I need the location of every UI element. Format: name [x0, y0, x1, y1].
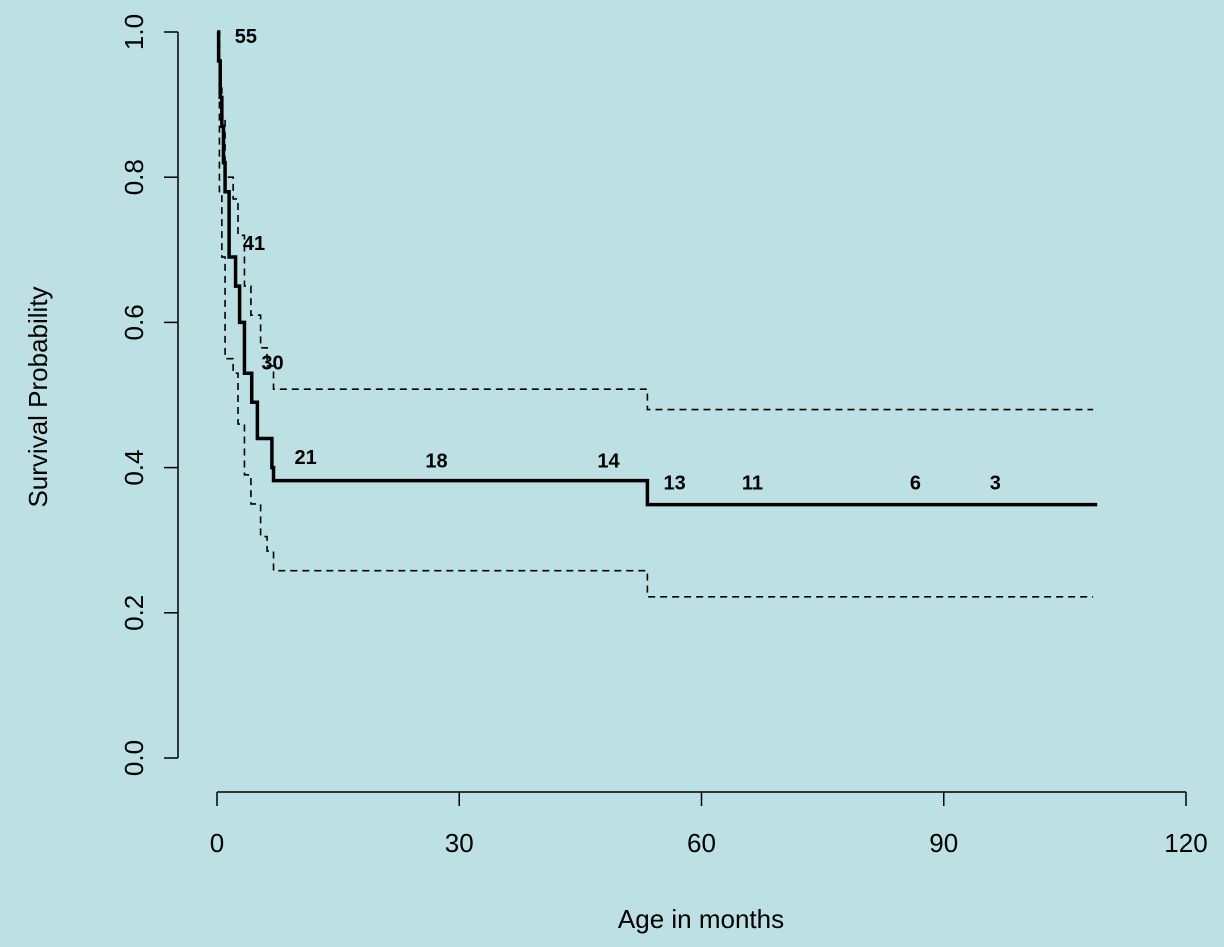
y-tick-label: 0.4 — [119, 450, 149, 486]
at-risk-label: 11 — [742, 472, 763, 494]
x-tick-label: 30 — [445, 828, 474, 858]
x-tick-label: 90 — [929, 828, 958, 858]
y-tick-label: 1.0 — [119, 14, 149, 50]
lower-ci-curve — [217, 31, 1094, 598]
survival-curve — [216, 30, 1098, 507]
at-risk-label: 14 — [597, 451, 620, 473]
upper-ci-curve — [217, 31, 1094, 411]
y-tick-label: 0.8 — [119, 159, 149, 195]
at-risk-label: 6 — [910, 472, 921, 494]
y-tick-label: 0.6 — [119, 304, 149, 340]
at-risk-label: 30 — [261, 353, 283, 375]
x-axis-title: Age in months — [618, 904, 784, 934]
y-tick-label: 0.0 — [119, 740, 149, 776]
x-tick-label: 0 — [210, 828, 224, 858]
at-risk-label: 41 — [243, 233, 265, 255]
x-tick-label: 60 — [687, 828, 716, 858]
at-risk-label: 55 — [235, 26, 257, 48]
y-axis-title: Survival Probability — [23, 286, 53, 507]
y-tick-label: 0.2 — [119, 595, 149, 631]
plot-area: 0 30 60 90 120 0.0 0.2 0.4 0.6 0.8 1.0 55 41 30 21 18 14… — [119, 14, 1208, 858]
at-risk-label: 21 — [295, 447, 317, 469]
x-tick-label: 120 — [1164, 828, 1207, 858]
at-risk-label: 3 — [990, 472, 1001, 494]
at-risk-label: 13 — [664, 472, 686, 494]
at-risk-label: 18 — [425, 451, 447, 473]
